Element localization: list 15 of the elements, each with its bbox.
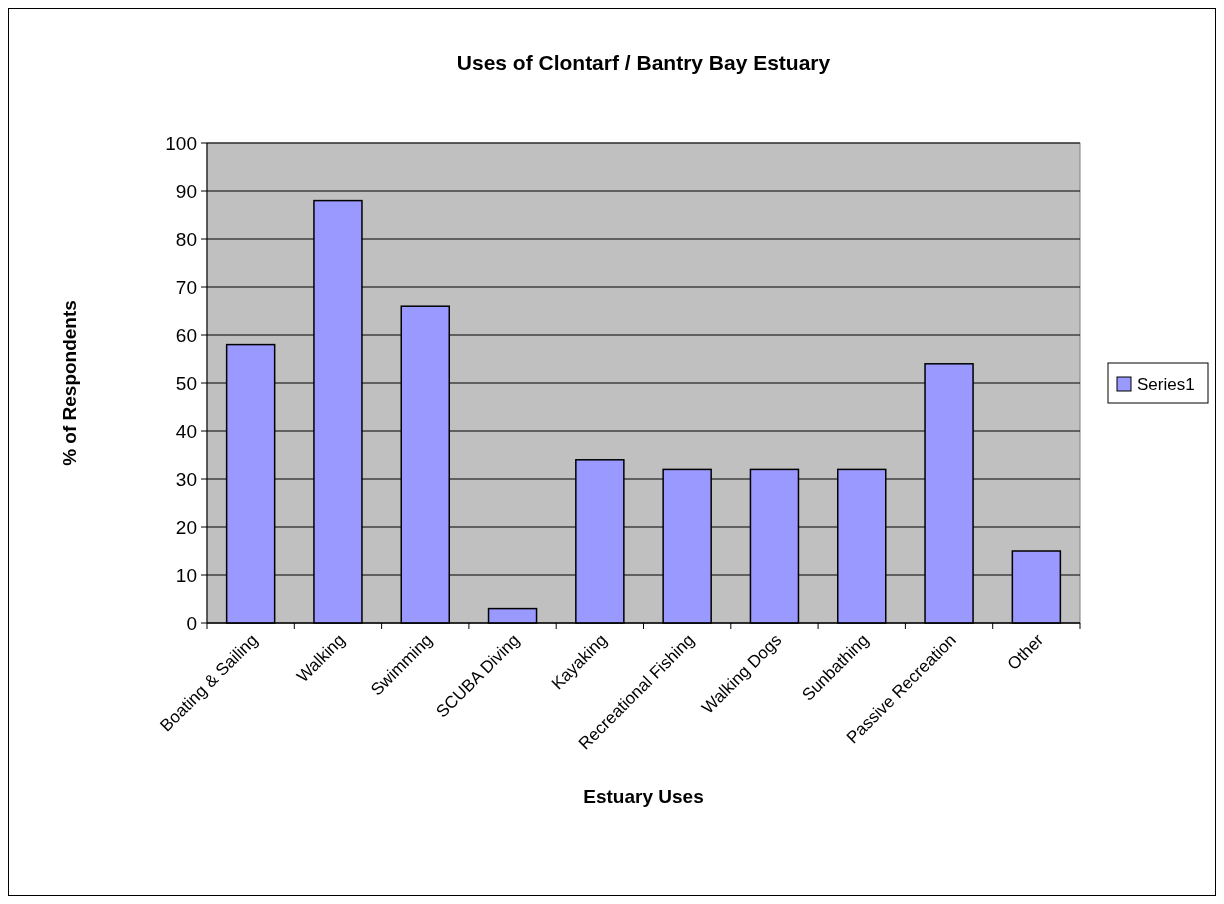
legend-label: Series1 xyxy=(1137,374,1195,394)
y-tick-label: 70 xyxy=(175,276,197,298)
y-tick-label: 0 xyxy=(186,612,197,634)
y-tick-label: 100 xyxy=(165,132,197,154)
x-axis-title: Estuary Uses xyxy=(583,786,704,807)
y-tick-label: 60 xyxy=(175,324,197,346)
y-tick-label: 30 xyxy=(175,468,197,490)
y-tick-label: 10 xyxy=(175,564,197,586)
y-tick-label: 90 xyxy=(175,180,197,202)
y-tick-label: 20 xyxy=(175,516,197,538)
y-tick-label: 80 xyxy=(175,228,197,250)
y-tick-label: 40 xyxy=(175,420,197,442)
y-tick-label: 50 xyxy=(175,372,197,394)
chart-title: Uses of Clontarf / Bantry Bay Estuary xyxy=(456,51,831,74)
y-axis-title: % of Respondents xyxy=(59,300,80,466)
